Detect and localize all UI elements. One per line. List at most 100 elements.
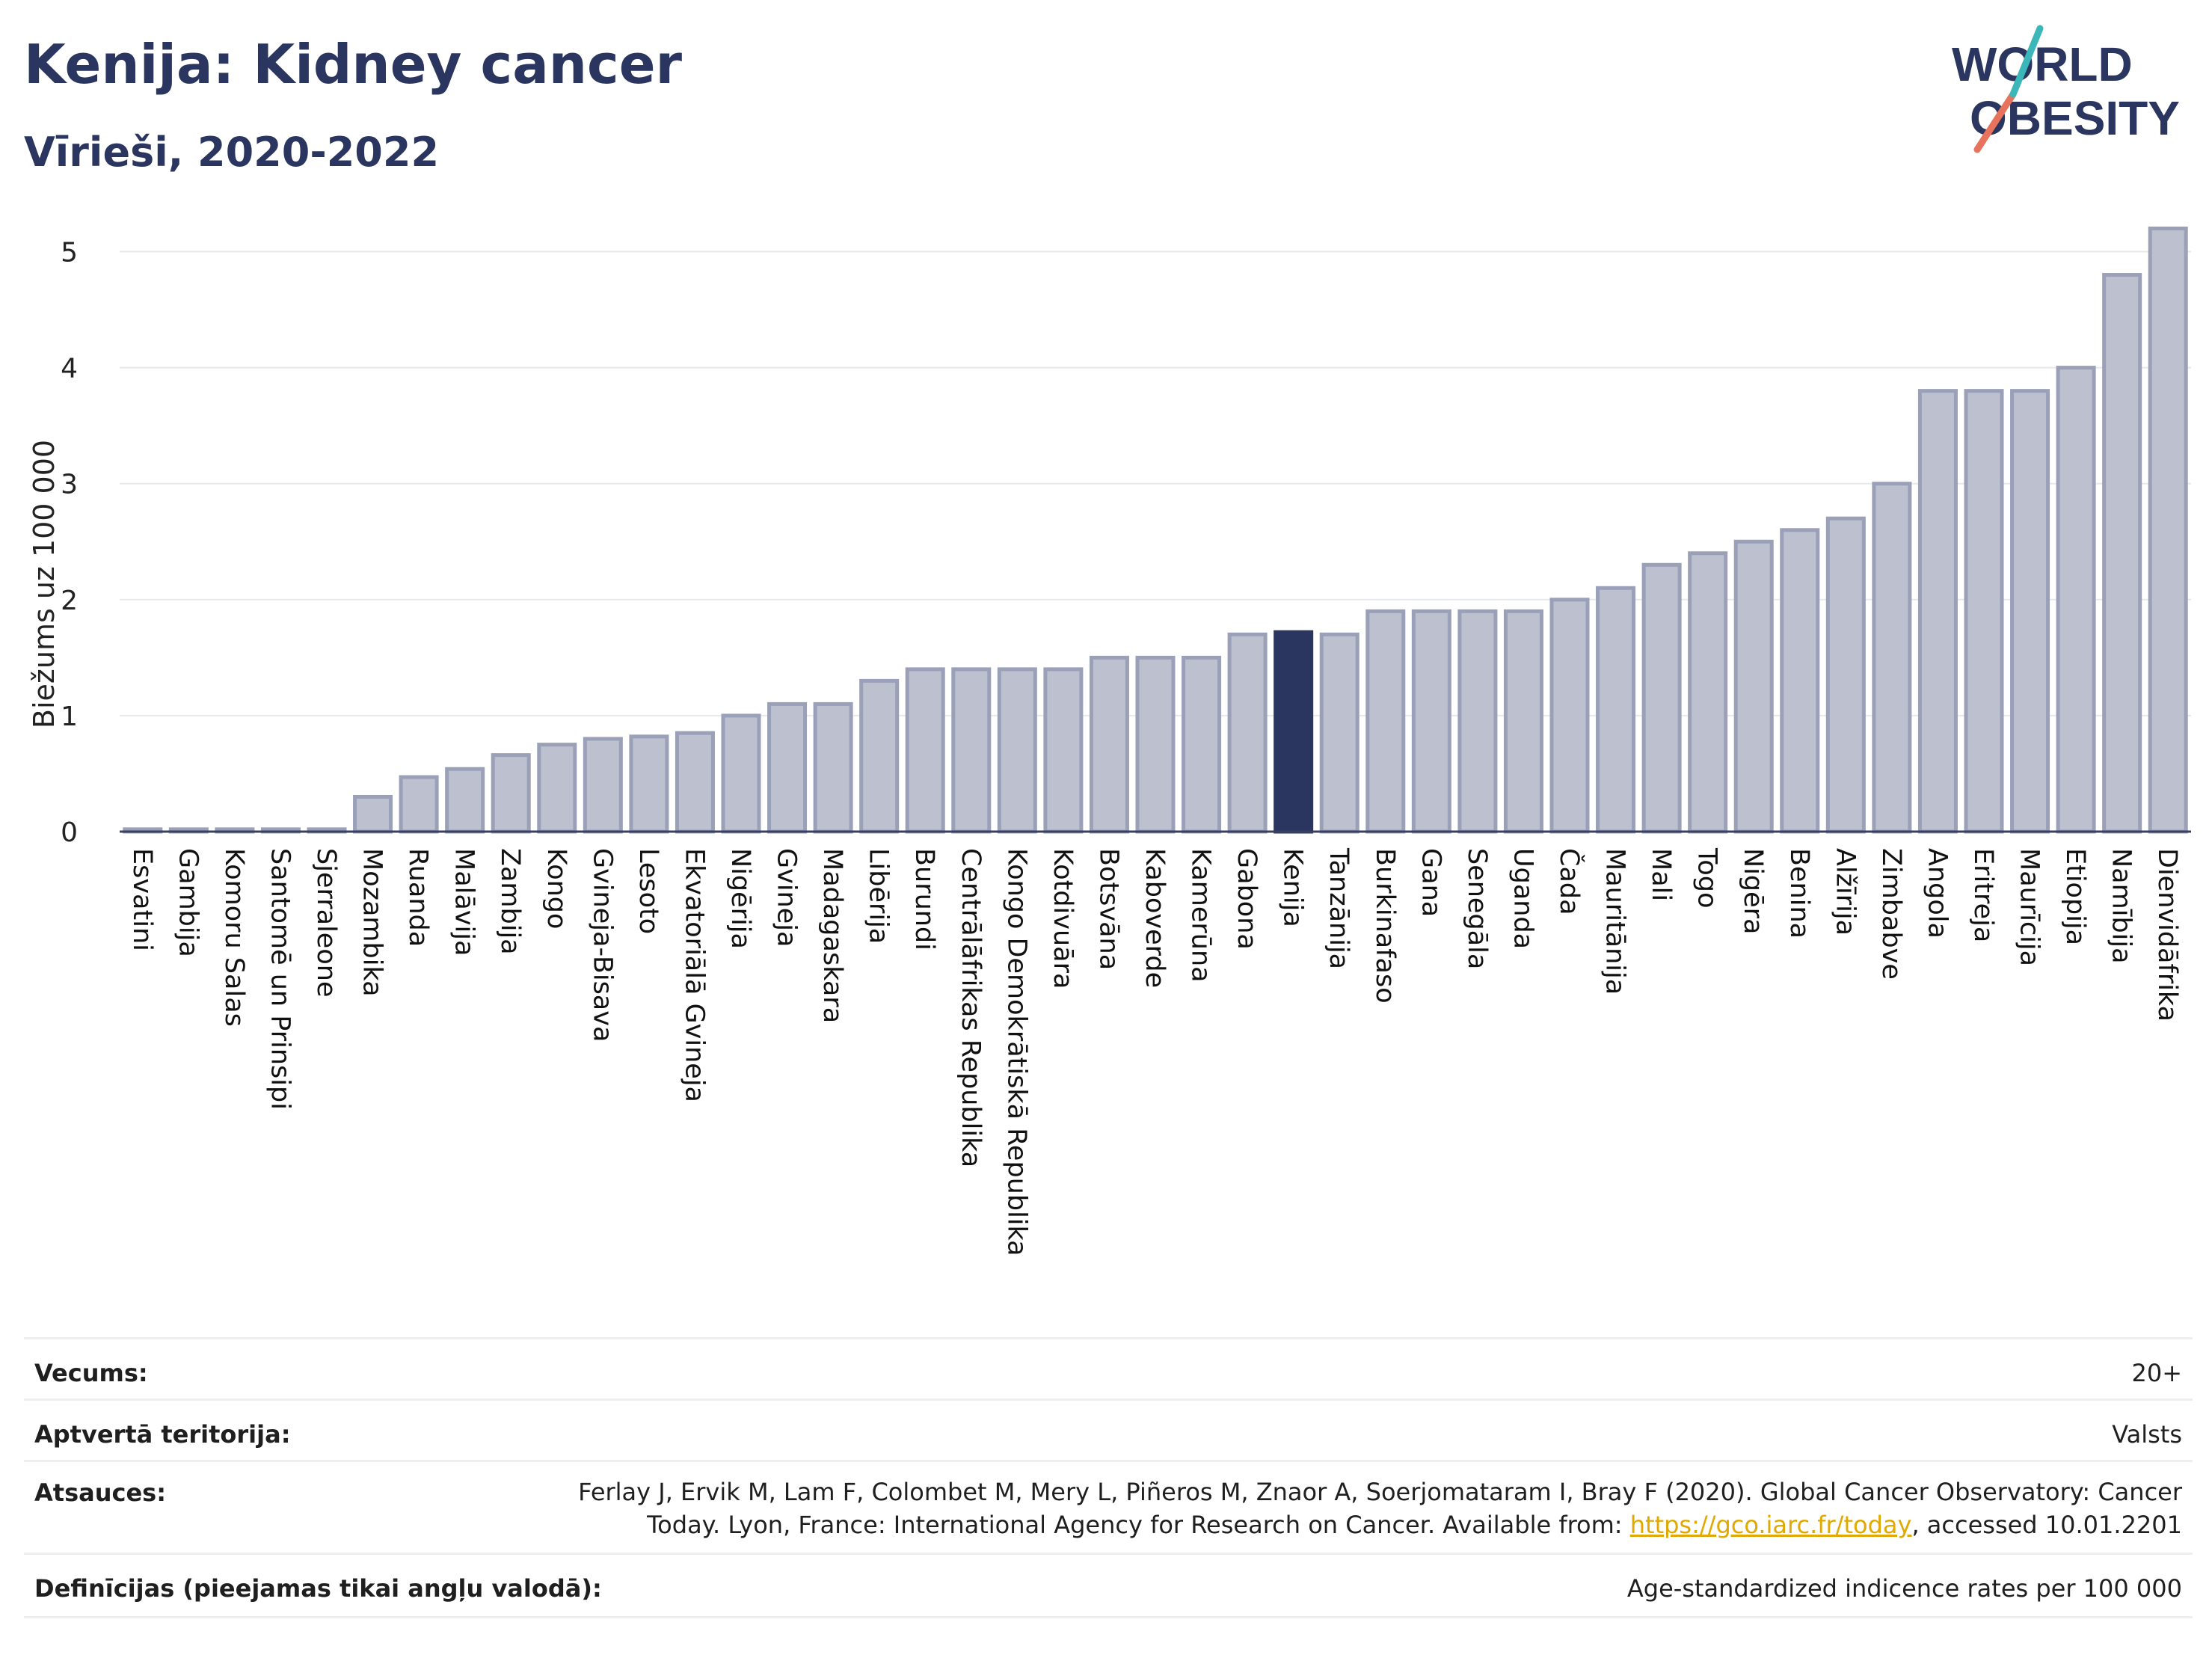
x-tick-label: Nigēra bbox=[1738, 848, 1768, 935]
bar-kongo-demokrātiskā-republika bbox=[997, 667, 1037, 834]
bar-gabona bbox=[1227, 632, 1268, 834]
coverage-label: Aptvertā teritorija: bbox=[34, 1420, 291, 1449]
bar-zimbabve bbox=[1872, 482, 1912, 834]
world-obesity-logo: WORLD OBESITY bbox=[1952, 25, 2180, 153]
bar-ruanda bbox=[399, 775, 439, 834]
bar-mauritānija bbox=[1596, 586, 1636, 834]
x-tick-label: Tanzānija bbox=[1324, 847, 1354, 969]
y-tick-label: 4 bbox=[61, 354, 78, 384]
age-value: 20+ bbox=[2131, 1359, 2182, 1387]
bar-libērija bbox=[859, 678, 900, 834]
x-tick-label: Zimbabve bbox=[1876, 848, 1906, 980]
x-tick-label: Kaboverde bbox=[1140, 848, 1170, 988]
x-tick-label: Ruanda bbox=[403, 848, 433, 947]
chart-title: Kenija: Kidney cancer bbox=[24, 33, 683, 96]
y-axis-label: Biežums uz 100 000 bbox=[28, 440, 61, 728]
y-tick-label: 5 bbox=[61, 238, 78, 268]
y-tick-label: 3 bbox=[61, 470, 78, 500]
bar-kamerūna bbox=[1182, 655, 1222, 834]
definitions-value: Age-standardized indicence rates per 100… bbox=[1626, 1574, 2182, 1603]
bar-etiopija bbox=[2056, 366, 2096, 834]
x-tick-label: Angola bbox=[1922, 848, 1952, 939]
x-tick-label: Togo bbox=[1692, 847, 1722, 908]
references-label: Atsauces: bbox=[34, 1479, 166, 1507]
x-tick-label: Kenija bbox=[1278, 848, 1308, 927]
x-tick-label: Ekvatoriālā Gvineja bbox=[679, 848, 709, 1102]
y-tick-label: 1 bbox=[61, 701, 78, 732]
x-tick-label: Gana bbox=[1416, 848, 1446, 917]
x-tick-label: Čada bbox=[1554, 848, 1585, 915]
x-tick-label: Mozambika bbox=[357, 848, 387, 997]
age-label: Vecums: bbox=[34, 1359, 148, 1387]
bar-namībija bbox=[2102, 273, 2142, 834]
y-tick-labels: 0 1 2 3 4 5 bbox=[61, 238, 78, 848]
logo-line2: OBESITY bbox=[1970, 91, 2180, 145]
x-tick-label: Madagaskara bbox=[817, 848, 847, 1023]
x-tick-label: Kamerūna bbox=[1186, 848, 1216, 983]
bar-gvineja bbox=[767, 701, 808, 834]
bar-maurīcija bbox=[2010, 389, 2050, 834]
bar-mali bbox=[1641, 562, 1682, 834]
x-tick-label: Centrālāfrikas Republika bbox=[956, 848, 986, 1167]
coverage-value: Valsts bbox=[2112, 1420, 2182, 1449]
x-tick-label: Malāvija bbox=[449, 848, 479, 956]
chart-subtitle: Vīrieši, 2020-2022 bbox=[24, 129, 440, 176]
x-tick-labels: Esvatini Gambija Komoru Salas Santomē un Pr… bbox=[127, 847, 2182, 1256]
bar-mozambika bbox=[353, 794, 393, 834]
bar-angola bbox=[1917, 389, 1958, 834]
bar-gana bbox=[1411, 609, 1451, 834]
x-tick-label: Nigērija bbox=[725, 848, 755, 949]
x-tick-label: Komoru Salas bbox=[219, 848, 249, 1027]
bar-eritreja bbox=[1964, 389, 2004, 834]
info-row-age: Vecums: 20+ bbox=[24, 1337, 2193, 1401]
bar-kongo bbox=[537, 743, 577, 834]
references-text-2: , accessed 10.01.2201 bbox=[1911, 1511, 2182, 1539]
info-row-coverage: Aptvertā teritorija: Valsts bbox=[24, 1398, 2193, 1462]
logo-slash-teal bbox=[2009, 25, 2044, 98]
x-tick-label: Gvineja bbox=[772, 848, 802, 947]
references-text-1: Ferlay J, Ervik M, Lam F, Colombet M, Me… bbox=[578, 1478, 2182, 1539]
bar-kaboverde bbox=[1135, 655, 1176, 834]
x-tick-label: Libērija bbox=[864, 848, 894, 944]
x-tick-label: Botsvāna bbox=[1093, 848, 1123, 970]
x-tick-label: Maurīcija bbox=[2015, 848, 2044, 966]
x-tick-label: Burundi bbox=[909, 848, 939, 951]
bar-ekvatoriālā-gvineja bbox=[675, 731, 715, 834]
bar-dienvidāfrika bbox=[2148, 227, 2188, 834]
references-link[interactable]: https://gco.iarc.fr/today bbox=[1629, 1511, 1912, 1539]
x-tick-label: Gvineja-Bisava bbox=[587, 848, 617, 1042]
bar-burundi bbox=[905, 667, 945, 834]
bars bbox=[123, 227, 2188, 834]
bar-lesoto bbox=[629, 734, 669, 834]
x-tick-label: Uganda bbox=[1508, 848, 1537, 949]
bar-togo bbox=[1688, 551, 1728, 834]
x-tick-label: Gabona bbox=[1232, 848, 1262, 950]
references-value: Ferlay J, Ervik M, Lam F, Colombet M, Me… bbox=[567, 1476, 2182, 1541]
x-tick-label: Etiopija bbox=[2060, 848, 2090, 945]
x-tick-label: Mali bbox=[1646, 848, 1676, 901]
bar-malāvija bbox=[445, 767, 485, 834]
bar-nigēra bbox=[1733, 539, 1774, 834]
definitions-label: Definīcijas (pieejamas tikai angļu valod… bbox=[34, 1574, 602, 1603]
bar-burkinafaso bbox=[1365, 609, 1406, 834]
bar-nigērija bbox=[721, 713, 761, 834]
x-tick-label: Dienvidāfrika bbox=[2152, 848, 2182, 1022]
bar-uganda bbox=[1503, 609, 1543, 834]
bar-centrālāfrikas-republika bbox=[951, 667, 992, 834]
x-tick-label: Zambija bbox=[495, 848, 525, 955]
x-tick-label: Gambija bbox=[173, 848, 203, 957]
x-tick-label: Namībija bbox=[2107, 848, 2136, 964]
x-tick-label: Lesoto bbox=[633, 848, 663, 934]
x-tick-label: Kongo Demokrātiskā Republika bbox=[1001, 848, 1031, 1256]
bar-alžīrija bbox=[1825, 516, 1866, 834]
x-tick-label: Kotdivuāra bbox=[1048, 848, 1078, 989]
x-tick-label: Santomē un Prinsipi bbox=[265, 848, 295, 1110]
x-tick-label: Senegāla bbox=[1462, 848, 1492, 969]
bar-zambija bbox=[491, 753, 531, 834]
x-tick-label: Eritreja bbox=[1968, 848, 1998, 942]
bar-čada bbox=[1549, 598, 1590, 834]
info-row-references: Atsauces: Ferlay J, Ervik M, Lam F, Colo… bbox=[24, 1460, 2193, 1555]
bar-benina bbox=[1780, 528, 1820, 834]
x-tick-label: Mauritānija bbox=[1600, 848, 1630, 995]
bar-tanzānija bbox=[1319, 632, 1360, 834]
